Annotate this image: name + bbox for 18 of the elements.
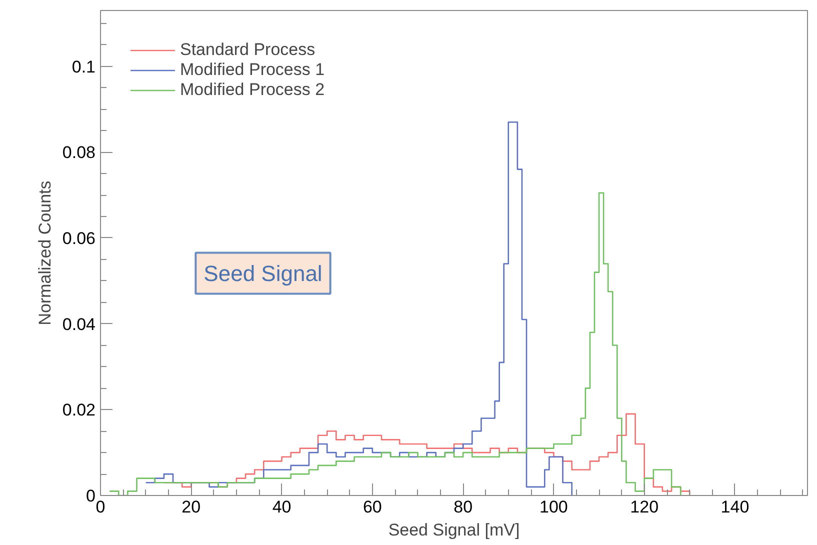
- y-tick-label: 0.06: [62, 228, 96, 248]
- x-tick-label: 80: [454, 498, 473, 516]
- x-tick-label: 20: [182, 498, 201, 516]
- x-tick-label: 60: [362, 498, 382, 516]
- legend-label: Modified Process 1: [180, 60, 325, 80]
- legend-label: Modified Process 2: [180, 80, 325, 100]
- legend-label: Standard Process: [180, 40, 316, 60]
- y-tick-label: 0.02: [62, 400, 96, 420]
- y-tick-label: 0.08: [62, 143, 96, 162]
- annotation: Seed Signal: [204, 260, 322, 286]
- y-tick-label: 0.1: [72, 57, 96, 76]
- x-tick-label: 140: [720, 498, 750, 516]
- x-axis-title: Seed Signal [mV]: [388, 520, 520, 540]
- x-tick-label: 120: [630, 498, 659, 516]
- x-tick-label: 40: [272, 498, 292, 516]
- y-axis-title: Normalized Counts: [35, 180, 54, 326]
- y-tick-label: 0.04: [62, 314, 96, 334]
- x-tick-label: 100: [540, 498, 568, 516]
